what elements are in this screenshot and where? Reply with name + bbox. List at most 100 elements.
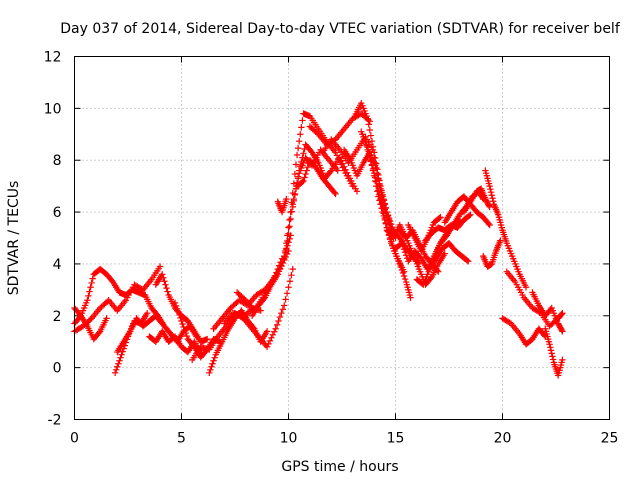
data-point xyxy=(547,347,555,354)
data-point xyxy=(486,182,493,190)
y-tick-label: -2 xyxy=(48,413,62,429)
data-point xyxy=(291,191,299,198)
data-point xyxy=(117,354,124,361)
data-point xyxy=(297,163,304,170)
series-arc-4 xyxy=(111,309,151,377)
data-point xyxy=(285,230,292,237)
series-arc-39 xyxy=(503,268,566,330)
series-arc-41 xyxy=(529,289,566,335)
y-tick-label: 4 xyxy=(53,257,62,273)
data-point xyxy=(89,275,96,282)
data-point xyxy=(490,198,497,205)
data-point xyxy=(260,295,268,303)
data-point xyxy=(159,271,166,278)
series-arc-33 xyxy=(422,211,474,244)
data-point xyxy=(339,160,346,167)
data-point xyxy=(162,281,169,288)
data-point xyxy=(294,144,302,152)
data-point xyxy=(178,317,185,325)
x-axis-label: GPS time / hours xyxy=(281,459,398,475)
data-point xyxy=(210,357,217,364)
data-point xyxy=(369,143,377,151)
data-point xyxy=(366,126,374,134)
data-point xyxy=(368,162,376,169)
data-point xyxy=(276,265,284,272)
y-tick-label: 8 xyxy=(53,153,62,169)
series-arc-38 xyxy=(480,237,504,270)
data-point xyxy=(163,284,170,292)
data-point xyxy=(171,299,179,307)
data-point xyxy=(522,284,530,291)
data-point xyxy=(207,366,214,374)
data-point xyxy=(164,288,171,295)
data-point xyxy=(400,246,408,253)
data-point xyxy=(209,360,216,367)
data-point xyxy=(278,309,285,317)
y-tick-label: 6 xyxy=(53,205,62,221)
data-point xyxy=(206,369,213,377)
data-point xyxy=(286,223,293,230)
y-tick-label: 12 xyxy=(44,50,62,66)
data-point xyxy=(548,350,555,357)
y-tick-labels: -2 0 2 4 6 8 10 12 xyxy=(44,50,62,429)
series-arc-36 xyxy=(460,185,493,216)
series-arc-3 xyxy=(71,312,110,343)
data-point xyxy=(386,217,394,225)
data-point xyxy=(300,177,307,185)
data-point xyxy=(86,316,94,323)
data-point xyxy=(488,192,495,199)
data-point xyxy=(286,278,294,285)
data-point xyxy=(549,356,557,363)
data-point xyxy=(378,189,385,196)
data-point xyxy=(138,285,145,293)
plot-frame xyxy=(74,56,610,420)
data-point xyxy=(289,203,296,211)
series-arc-27 xyxy=(370,154,423,268)
data-point xyxy=(401,249,409,256)
data-point xyxy=(441,250,448,257)
data-point xyxy=(265,340,272,348)
data-point xyxy=(271,328,278,335)
data-point xyxy=(559,356,566,364)
data-point xyxy=(177,314,184,322)
data-point xyxy=(370,172,378,179)
data-point xyxy=(334,167,341,174)
data-point xyxy=(327,168,334,176)
data-point xyxy=(211,354,218,361)
data-point xyxy=(156,263,164,270)
data-point xyxy=(291,170,299,178)
data-point xyxy=(288,271,295,279)
data-point xyxy=(558,310,565,318)
data-point xyxy=(384,211,392,219)
data-point xyxy=(383,208,391,216)
data-point xyxy=(407,294,414,301)
data-point xyxy=(437,214,444,221)
data-point xyxy=(161,278,168,285)
data-point xyxy=(268,334,275,342)
data-point xyxy=(365,150,372,157)
data-point xyxy=(118,351,125,358)
data-point xyxy=(489,195,496,202)
data-point xyxy=(559,309,566,317)
data-point xyxy=(497,237,504,244)
data-point xyxy=(286,216,293,224)
data-point xyxy=(290,197,298,205)
data-point xyxy=(368,138,376,145)
data-point xyxy=(181,326,188,334)
data-point xyxy=(263,343,271,351)
data-point xyxy=(257,307,264,314)
data-point xyxy=(283,245,290,252)
data-point xyxy=(119,348,126,355)
data-point xyxy=(375,175,382,182)
data-point xyxy=(546,341,553,348)
data-point xyxy=(385,214,393,222)
data-point xyxy=(371,177,379,185)
series-arc-2 xyxy=(71,263,164,335)
data-point xyxy=(487,188,495,196)
axis-ticks xyxy=(74,56,610,420)
y-tick-label: 10 xyxy=(44,101,62,117)
data-point xyxy=(367,132,375,139)
y-tick-label: 0 xyxy=(53,361,62,377)
data-points xyxy=(71,99,566,379)
chart-title: Day 037 of 2014, Sidereal Day-to-day VTE… xyxy=(60,21,621,37)
